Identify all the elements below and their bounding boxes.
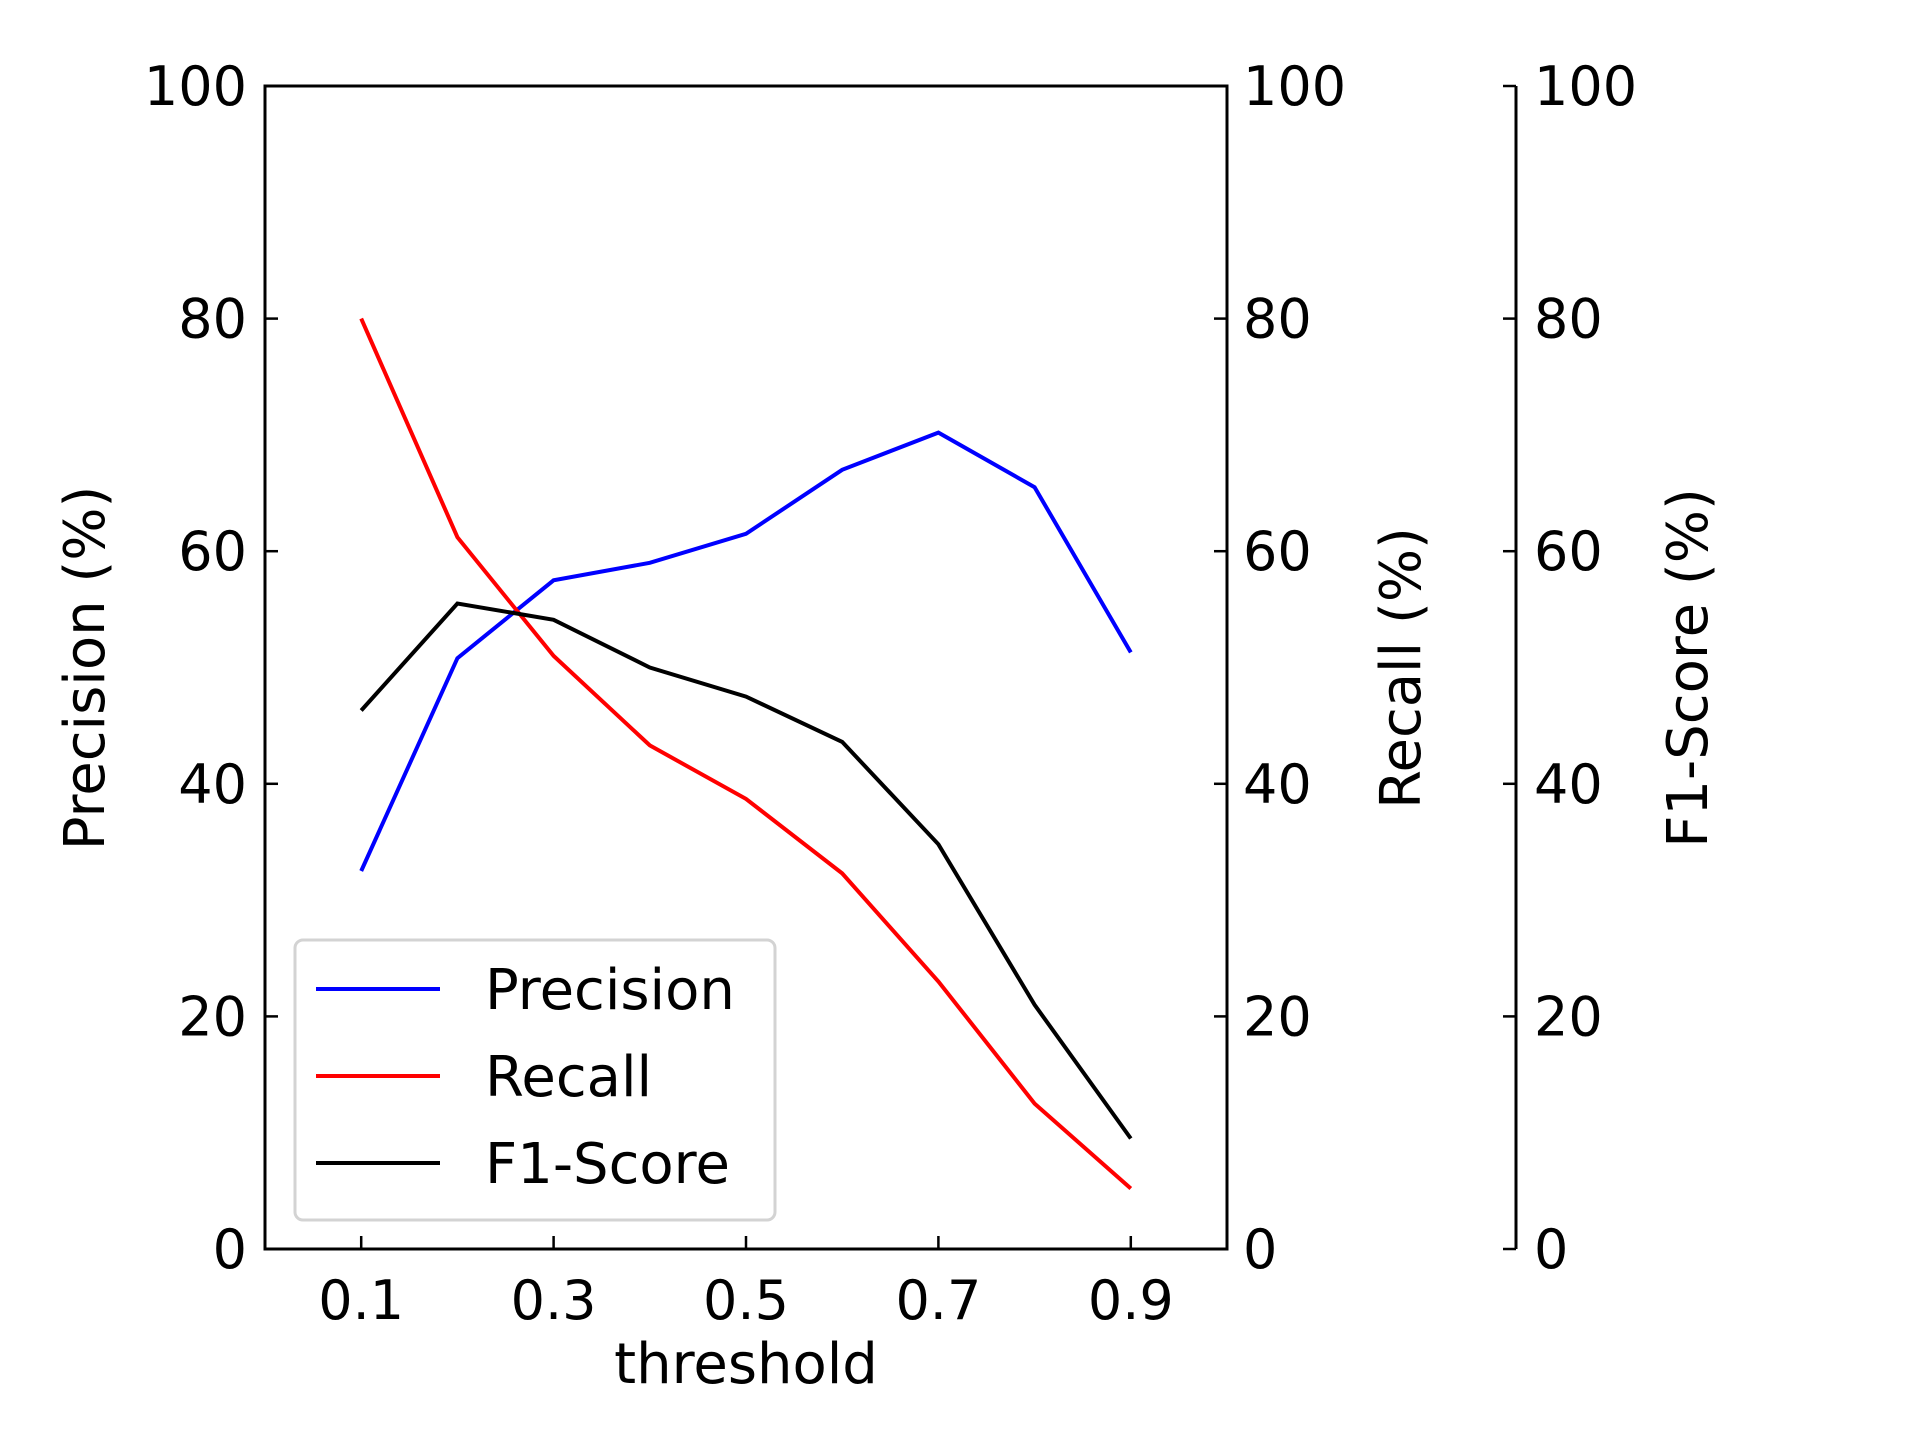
legend-label-recall: Recall [485,1045,652,1110]
right-y-tick-label-80: 80 [1243,288,1312,351]
left-y-tick-label-0: 0 [213,1218,247,1281]
legend-label-precision: Precision [485,958,735,1023]
right-y-tick-label-100: 100 [1243,55,1346,118]
series-line-recall [359,317,1133,1190]
left-y-tick-label-60: 60 [178,520,247,583]
right-y-tick-label-20: 20 [1243,985,1312,1048]
left-y-tick-label-40: 40 [178,753,247,816]
left-y-tick-label-20: 20 [178,985,247,1048]
right-y-axis-title: Recall (%) [1369,527,1434,809]
x-tick-label-0.9: 0.9 [1088,1269,1174,1332]
x-tick-label-0.3: 0.3 [511,1269,597,1332]
series-line-f1-score [359,601,1133,1140]
far-right-y-tick-label-100: 100 [1534,55,1637,118]
plot-frame [263,84,1229,1251]
x-tick-label-0.1: 0.1 [318,1269,404,1332]
x-axis-title: threshold [614,1332,878,1397]
far-right-y-tick-label-40: 40 [1534,753,1603,816]
legend: Precision Recall F1-Score [293,938,777,1222]
series-layer [359,317,1133,1190]
left-y-tick-label-100: 100 [144,55,247,118]
far-right-y-tick-label-60: 60 [1534,520,1603,583]
ticks-layer: 0.1 0.3 0.5 0.7 0.9 0 0 0 20 20 20 40 40 40 60 60 60 80 80… [144,55,1637,1332]
left-y-axis-title: Precision (%) [53,486,118,851]
left-y-tick-label-80: 80 [178,288,247,351]
legend-box [293,938,777,1222]
right-y-tick-label-40: 40 [1243,753,1312,816]
right-y-tick-label-60: 60 [1243,520,1312,583]
far-right-y-tick-label-20: 20 [1534,985,1603,1048]
far-right-y-tick-label-0: 0 [1534,1218,1568,1281]
x-tick-label-0.5: 0.5 [703,1269,789,1332]
right-y-tick-label-0: 0 [1243,1218,1277,1281]
far-right-y-tick-label-80: 80 [1534,288,1603,351]
far-right-y-axis-title: F1-Score (%) [1656,488,1721,848]
legend-label-f1-score: F1-Score [485,1132,730,1197]
series-line-precision [359,430,1133,872]
x-tick-label-0.7: 0.7 [895,1269,981,1332]
